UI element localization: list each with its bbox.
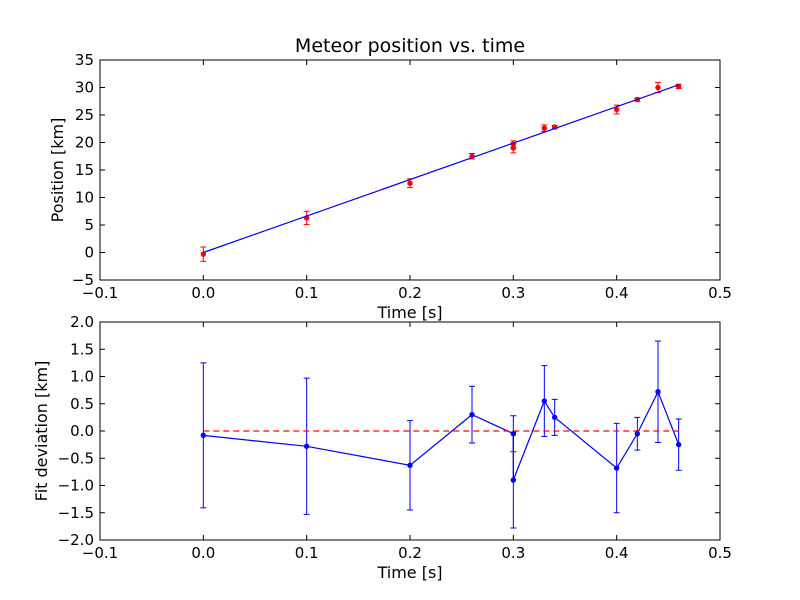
x-tick-label: 0.4 (605, 544, 629, 562)
y-tick-label: 0 (84, 244, 94, 262)
y-tick-label: 2.0 (70, 313, 94, 331)
y-tick-label: 0.5 (70, 395, 94, 413)
y-tick-label: 30 (75, 79, 94, 97)
x-tick-label: 0.4 (605, 284, 629, 302)
chart-title: Meteor position vs. time (295, 35, 525, 57)
data-point (510, 145, 517, 151)
y-tick-label: −1.0 (58, 477, 94, 495)
data-point (541, 125, 548, 131)
data-point (613, 465, 620, 471)
data-point (675, 441, 682, 448)
y-tick-label: 25 (75, 106, 94, 124)
x-tick-label: 0.1 (295, 544, 319, 562)
data-point (551, 414, 558, 421)
x-tick-label: −0.1 (82, 284, 118, 302)
y-tick-label: 0.0 (70, 422, 94, 440)
x-tick-label: 0.0 (191, 284, 215, 302)
axes-frame (99, 59, 721, 281)
y-axis-label: Position [km] (48, 118, 67, 223)
fit-line (203, 84, 679, 254)
y-tick-label: 15 (75, 161, 94, 179)
data-point (469, 411, 475, 418)
x-tick-label: 0.3 (501, 284, 525, 302)
y-tick-label: −1.5 (58, 504, 94, 522)
data-point (407, 180, 413, 186)
y-tick-label: 35 (75, 51, 94, 69)
deviation-line (203, 390, 680, 481)
data-point (303, 443, 310, 449)
x-tick-label: 0.0 (191, 544, 215, 562)
y-tick-label: 1.5 (70, 340, 94, 358)
y-tick-label: 10 (75, 189, 94, 207)
y-tick-label: −2.0 (58, 531, 94, 549)
x-tick-label: −0.1 (82, 544, 118, 562)
x-tick-label: 0.2 (398, 284, 422, 302)
y-tick-label: −5 (72, 271, 94, 289)
x-tick-label: 0.2 (398, 544, 422, 562)
y-tick-label: −0.5 (58, 449, 94, 467)
data-point (510, 477, 517, 483)
data-point (634, 431, 641, 437)
y-tick-label: 20 (75, 134, 94, 152)
data-point (655, 84, 661, 91)
x-tick-label: 0.5 (708, 284, 732, 302)
y-axis-label: Fit deviation [km] (32, 361, 51, 502)
x-axis-label: Time [s] (376, 563, 442, 582)
x-tick-label: 0.3 (501, 544, 525, 562)
x-tick-label: 0.5 (708, 544, 732, 562)
data-point (655, 389, 661, 395)
data-point (200, 251, 207, 257)
y-tick-label: 5 (84, 216, 94, 234)
x-axis-label: Time [s] (376, 303, 442, 322)
data-point (541, 398, 548, 404)
y-tick-label: 1.0 (70, 368, 94, 386)
axes-frame (99, 321, 721, 541)
deviation-plot: −0.1 0.0 0.1 0.2 0.3 0.4 0.5 −2.0 −1.5 −1.0 −0.5 0.… (32, 313, 732, 582)
data-point (613, 106, 620, 113)
x-tick-label: 0.1 (295, 284, 319, 302)
data-point (200, 432, 207, 439)
position-plot: −0.1 0.0 0.1 0.2 0.3 0.4 0.5 −5 0 5 10 15 20 25 30 35 Me… (48, 35, 732, 322)
data-point (407, 462, 413, 469)
